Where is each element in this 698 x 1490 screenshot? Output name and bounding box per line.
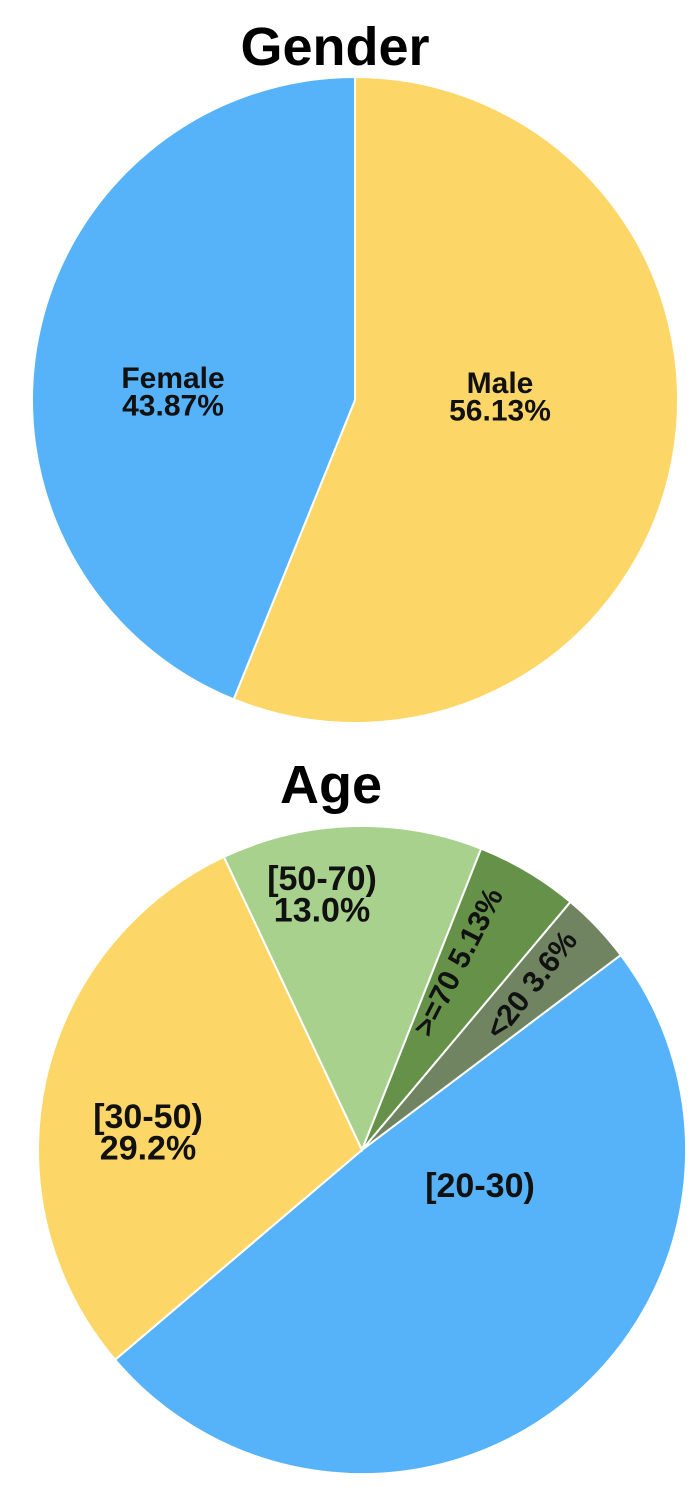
gender-chart-title: Gender bbox=[240, 17, 430, 77]
age-slice-50-70 bbox=[222, 825, 483, 1153]
gender-slice-female bbox=[31, 75, 356, 701]
age-label-30-50: [30-50) 29.2% bbox=[93, 1098, 203, 1167]
gender-pie-chart: Male 56.13% Female 43.87% bbox=[31, 75, 679, 724]
age-slice-30-50 bbox=[37, 855, 364, 1362]
gender-label-female: Female 43.87% bbox=[121, 362, 224, 423]
age-slice-20-30 bbox=[113, 953, 688, 1476]
age-slice-20 bbox=[361, 900, 623, 1151]
age-label-20-30: [20-30) bbox=[425, 1167, 535, 1205]
gender-label-male: Male 56.13% bbox=[449, 367, 551, 428]
age-chart-title: Age bbox=[279, 755, 382, 815]
gender-slice-male bbox=[232, 75, 679, 724]
age-label-50-70: [50-70) 13.0% bbox=[267, 860, 377, 929]
